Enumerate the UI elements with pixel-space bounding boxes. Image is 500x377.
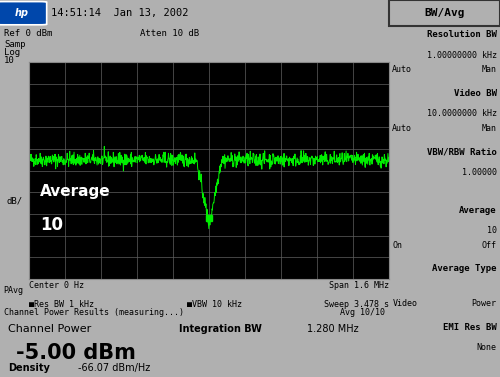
Text: Average: Average: [459, 206, 496, 215]
Text: Auto: Auto: [392, 65, 412, 74]
Text: 10.0000000 kHz: 10.0000000 kHz: [426, 109, 496, 118]
Text: Resolution BW: Resolution BW: [427, 31, 496, 40]
Text: ■VBW 10 kHz: ■VBW 10 kHz: [188, 300, 242, 309]
Text: Integration BW: Integration BW: [179, 324, 262, 334]
Text: 10: 10: [40, 216, 63, 234]
Text: Span 1.6 MHz: Span 1.6 MHz: [329, 281, 389, 290]
Text: Log: Log: [4, 48, 20, 57]
Text: Average Type: Average Type: [432, 264, 496, 273]
Text: Ref 0 dBm: Ref 0 dBm: [4, 29, 52, 38]
Text: Center 0 Hz: Center 0 Hz: [29, 281, 84, 290]
Text: Atten 10 dB: Atten 10 dB: [140, 29, 199, 38]
Text: Off: Off: [482, 241, 496, 250]
Text: 1.00000000 kHz: 1.00000000 kHz: [426, 51, 496, 60]
Text: None: None: [476, 343, 496, 352]
Text: On: On: [392, 241, 402, 250]
Text: PAvg: PAvg: [3, 287, 23, 295]
Text: Video BW: Video BW: [454, 89, 496, 98]
Text: Channel Power: Channel Power: [8, 324, 91, 334]
Text: dB/: dB/: [6, 196, 22, 205]
Text: Power: Power: [472, 299, 496, 308]
Text: 10: 10: [486, 226, 496, 235]
Text: 1.00000: 1.00000: [462, 168, 496, 177]
Text: Samp: Samp: [4, 40, 26, 49]
Text: EMI Res BW: EMI Res BW: [443, 323, 496, 332]
Text: Auto: Auto: [392, 124, 412, 133]
Text: Man: Man: [482, 124, 496, 133]
Text: Density: Density: [8, 363, 50, 372]
Text: Man: Man: [482, 65, 496, 74]
Text: 14:51:14  Jan 13, 2002: 14:51:14 Jan 13, 2002: [50, 8, 188, 18]
Text: Sweep 3.478 s: Sweep 3.478 s: [324, 300, 389, 309]
Text: Average: Average: [40, 184, 110, 199]
Text: Avg 10/10: Avg 10/10: [340, 308, 385, 317]
Text: -5.00 dBm: -5.00 dBm: [16, 343, 136, 363]
Text: 1.280 MHz: 1.280 MHz: [308, 324, 359, 334]
Text: VBW/RBW Ratio: VBW/RBW Ratio: [427, 147, 496, 156]
Text: Video: Video: [392, 299, 417, 308]
Text: hp: hp: [14, 8, 28, 18]
Text: 10: 10: [4, 56, 14, 65]
Text: ■Res BW 1 kHz: ■Res BW 1 kHz: [29, 300, 94, 309]
FancyBboxPatch shape: [0, 2, 46, 25]
Text: Channel Power Results (measuring...): Channel Power Results (measuring...): [4, 308, 184, 317]
Text: -66.07 dBm/Hz: -66.07 dBm/Hz: [78, 363, 150, 372]
Text: BW/Avg: BW/Avg: [424, 8, 465, 18]
